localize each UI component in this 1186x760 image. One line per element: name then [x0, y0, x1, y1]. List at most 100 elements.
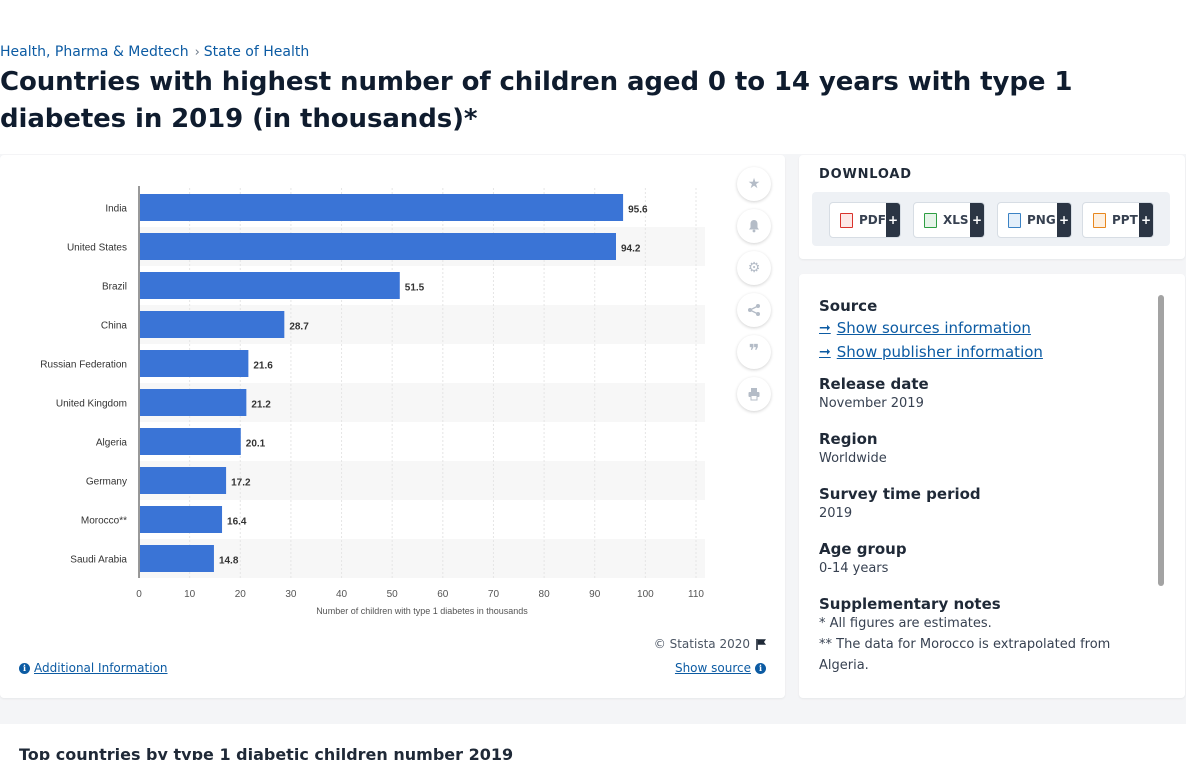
png-label: PNG	[1027, 213, 1056, 227]
region-heading: Region	[819, 430, 878, 448]
value-label: 20.1	[246, 439, 266, 450]
value-label: 21.6	[253, 361, 273, 372]
row-band	[139, 461, 705, 500]
category-label: Saudi Arabia	[70, 555, 127, 566]
show-source-link[interactable]: Show source i	[675, 661, 766, 675]
source-heading: Source	[819, 297, 878, 315]
bar-germany	[140, 467, 227, 494]
show-sources-label: Show sources information	[836, 319, 1031, 337]
download-panel: DOWNLOAD PDF + XLS + PNG + PPT +	[799, 155, 1185, 259]
category-label: China	[101, 321, 128, 332]
show-publisher-label: Show publisher information	[836, 343, 1043, 361]
ppt-plus[interactable]: +	[1139, 203, 1153, 237]
related-statistics-title: Top countries by type 1 diabetic childre…	[19, 745, 514, 760]
value-label: 51.5	[405, 283, 425, 294]
info-icon: i	[755, 662, 766, 674]
x-tick-label: 50	[387, 589, 399, 600]
print-button[interactable]	[737, 377, 771, 411]
pdf-file-icon	[840, 212, 853, 228]
category-label: Germany	[86, 477, 127, 488]
page-title: Countries with highest number of childre…	[0, 67, 1073, 134]
download-buttons-row: PDF + XLS + PNG + PPT +	[812, 192, 1170, 246]
source-content: Source ➞ Show sources information ➞ Show…	[819, 296, 1149, 676]
xls-plus[interactable]: +	[970, 203, 984, 237]
print-icon	[748, 388, 760, 401]
value-label: 14.8	[219, 556, 239, 567]
download-xls-button[interactable]: XLS +	[913, 202, 985, 238]
download-ppt-button[interactable]: PPT +	[1082, 202, 1154, 238]
png-plus[interactable]: +	[1057, 203, 1071, 237]
note-morocco: ** The data for Morocco is extrapolated …	[819, 637, 1111, 673]
copyright-text: © Statista 2020	[653, 637, 750, 651]
notification-button[interactable]	[737, 209, 771, 243]
value-label: 21.2	[251, 400, 271, 411]
gear-icon: ⚙	[747, 260, 761, 276]
age-group-heading: Age group	[819, 540, 907, 558]
value-label: 16.4	[227, 517, 247, 528]
bar-india	[140, 194, 624, 221]
category-label: Morocco**	[81, 516, 127, 527]
download-pdf-button[interactable]: PDF +	[829, 202, 901, 238]
ppt-label: PPT	[1112, 213, 1138, 227]
value-label: 28.7	[289, 322, 309, 333]
note-estimates: * All figures are estimates.	[819, 616, 992, 631]
bar-russian-federation	[140, 350, 249, 377]
category-label: Algeria	[96, 438, 128, 449]
bar-united-kingdom	[140, 389, 247, 416]
survey-period-value: 2019	[819, 506, 853, 521]
x-tick-label: 0	[136, 589, 142, 600]
release-date-heading: Release date	[819, 375, 929, 393]
value-label: 17.2	[231, 478, 251, 489]
png-file-icon	[1008, 212, 1021, 228]
x-tick-label: 10	[184, 589, 196, 600]
x-tick-label: 100	[637, 589, 654, 600]
favorite-button[interactable]: ★	[737, 167, 771, 201]
quote-icon: ❞	[748, 341, 760, 362]
show-publisher-link[interactable]: ➞ Show publisher information	[819, 340, 1149, 364]
category-label: United States	[67, 243, 127, 254]
flag-icon[interactable]	[756, 638, 767, 650]
download-title: DOWNLOAD	[819, 167, 912, 182]
category-label: Russian Federation	[40, 360, 127, 371]
x-tick-label: 110	[688, 589, 704, 600]
top-bar	[0, 0, 1186, 36]
related-section	[0, 724, 1186, 760]
xls-label: XLS	[943, 213, 969, 227]
survey-period-heading: Survey time period	[819, 485, 981, 503]
settings-button[interactable]: ⚙	[737, 251, 771, 285]
ppt-file-icon	[1093, 212, 1106, 228]
share-button[interactable]	[737, 293, 771, 327]
x-tick-label: 40	[336, 589, 348, 600]
star-icon: ★	[747, 176, 761, 192]
pdf-plus[interactable]: +	[886, 203, 900, 237]
show-source-label: Show source	[674, 661, 751, 675]
bar-united-states	[140, 233, 616, 260]
arrow-right-icon: ➞	[819, 344, 831, 360]
x-tick-label: 60	[437, 589, 449, 600]
category-label: India	[105, 204, 127, 215]
x-tick-label: 80	[539, 589, 551, 600]
chart-toolbar: ★ ⚙ ❞	[737, 167, 773, 419]
bar-saudi-arabia	[140, 545, 214, 572]
additional-information-link[interactable]: i Additional Information	[19, 661, 168, 675]
pdf-label: PDF	[859, 213, 886, 227]
scrollbar-thumb[interactable]	[1158, 295, 1164, 586]
bar-brazil	[140, 272, 400, 299]
cite-button[interactable]: ❞	[737, 335, 771, 369]
breadcrumb-category[interactable]: Health, Pharma & Medtech	[0, 44, 189, 60]
bar-china	[140, 311, 285, 338]
download-png-button[interactable]: PNG +	[997, 202, 1072, 238]
region-value: Worldwide	[819, 451, 887, 466]
show-sources-link[interactable]: ➞ Show sources information	[819, 316, 1149, 340]
xls-file-icon	[924, 212, 937, 228]
breadcrumb: Health, Pharma & Medtech › State of Health	[0, 43, 309, 61]
x-tick-label: 20	[235, 589, 247, 600]
supplementary-notes-heading: Supplementary notes	[819, 595, 1001, 613]
breadcrumb-topic[interactable]: State of Health	[203, 44, 310, 60]
category-label: Brazil	[102, 282, 127, 293]
arrow-right-icon: ➞	[819, 320, 831, 336]
info-icon: i	[19, 662, 30, 674]
page-header	[0, 36, 1186, 154]
bar-morocco-	[140, 506, 223, 533]
share-icon	[748, 304, 760, 316]
